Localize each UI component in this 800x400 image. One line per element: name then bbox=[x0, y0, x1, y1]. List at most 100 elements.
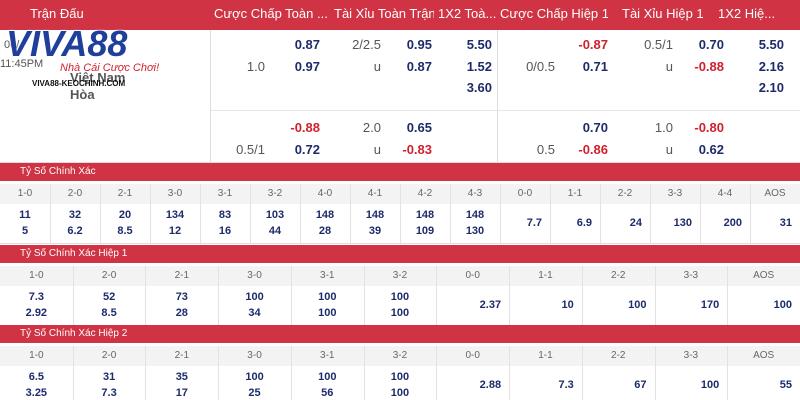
cell-divider bbox=[290, 346, 292, 400]
draw-odds: 100 bbox=[628, 299, 647, 311]
cell-divider bbox=[509, 266, 511, 325]
score-label: 1-1 bbox=[567, 188, 583, 199]
odds-value: 0.87 bbox=[406, 59, 432, 74]
home-odds: 148 bbox=[315, 209, 335, 221]
odds-value: 0.70 bbox=[698, 37, 724, 52]
away-odds: 130 bbox=[465, 225, 485, 237]
odds-value: 5.50 bbox=[466, 37, 492, 52]
score-label: 4-1 bbox=[367, 188, 383, 199]
odds-value: 0.62 bbox=[698, 142, 724, 157]
cell-divider bbox=[750, 184, 751, 243]
home-odds: 35 bbox=[175, 371, 188, 383]
handicap-line: u bbox=[665, 59, 673, 74]
away-odds: 109 bbox=[415, 225, 435, 237]
draw-odds: 2.88 bbox=[479, 379, 502, 391]
score-label: 4-3 bbox=[467, 188, 483, 199]
odds-value: 0.87 bbox=[294, 37, 320, 52]
score-label: 4-2 bbox=[417, 188, 433, 199]
odds-value: 3.60 bbox=[466, 80, 492, 95]
draw-odds: 170 bbox=[700, 299, 720, 311]
odds-value: -0.80 bbox=[694, 120, 724, 135]
score-label: 3-2 bbox=[267, 188, 283, 199]
score-label: 3-1 bbox=[320, 270, 335, 281]
cell-divider bbox=[436, 266, 438, 325]
away-odds: 6.2 bbox=[67, 225, 83, 237]
away-odds: 8.5 bbox=[101, 307, 117, 319]
cell-divider bbox=[700, 184, 701, 243]
logo-brand: VIVA88 bbox=[6, 23, 128, 64]
match-date: 06/ bbox=[4, 39, 20, 51]
cell-divider bbox=[600, 184, 601, 243]
handicap-line: 2.0 bbox=[362, 120, 381, 135]
handicap-line: 0.5/1 bbox=[644, 37, 673, 52]
logo-slogan: Nhà Cái Cược Chơi! bbox=[60, 62, 160, 74]
home-odds: 100 bbox=[390, 291, 410, 303]
home-odds: 100 bbox=[245, 291, 264, 303]
home-odds: 7.3 bbox=[28, 291, 44, 303]
home-odds: 100 bbox=[390, 371, 410, 383]
cell-divider bbox=[509, 346, 511, 400]
draw-odds: 31 bbox=[779, 217, 792, 229]
score-label: 2-1 bbox=[174, 270, 190, 281]
score-label: 3-3 bbox=[667, 188, 683, 199]
cell-divider bbox=[350, 184, 351, 243]
value-row bbox=[0, 367, 800, 400]
away-odds: 12 bbox=[168, 225, 182, 237]
odds-value: 0.95 bbox=[406, 37, 432, 52]
score-header-row bbox=[0, 346, 800, 366]
odds-value: 2.10 bbox=[758, 80, 784, 95]
score-label: 3-1 bbox=[320, 350, 335, 361]
away-odds: 44 bbox=[268, 225, 282, 237]
home-odds: 11 bbox=[19, 209, 31, 221]
away-odds: 3.25 bbox=[25, 387, 48, 399]
odds-value: -0.88 bbox=[290, 120, 320, 135]
odds-value: 2.16 bbox=[758, 59, 784, 74]
away-odds: 17 bbox=[175, 387, 188, 399]
draw-label: Hòa bbox=[70, 87, 95, 102]
cell-divider bbox=[200, 184, 201, 243]
score-label: 3-0 bbox=[247, 350, 262, 361]
score-label: 1-0 bbox=[29, 350, 44, 361]
away-odds: 25 bbox=[248, 387, 261, 399]
column-header: Tài Xỉu Toàn Trận bbox=[334, 6, 434, 21]
handicap-line: u bbox=[665, 142, 673, 157]
cell-divider bbox=[500, 184, 501, 243]
divider bbox=[210, 110, 800, 111]
draw-odds: 2.37 bbox=[479, 299, 502, 311]
score-label: 2-1 bbox=[174, 350, 190, 361]
score-label: 3-2 bbox=[392, 350, 408, 361]
match-time: 11:45PM bbox=[0, 58, 44, 70]
section-title: Tỷ Số Chính Xác bbox=[20, 166, 96, 177]
score-label: 0-0 bbox=[465, 350, 480, 361]
home-odds: 148 bbox=[415, 209, 435, 221]
score-label: 0-0 bbox=[465, 270, 480, 281]
away-odds: 100 bbox=[318, 307, 337, 319]
draw-odds: 24 bbox=[629, 217, 642, 229]
home-odds: 148 bbox=[365, 209, 385, 221]
odds-value: 0.97 bbox=[294, 59, 320, 74]
cell-divider bbox=[650, 184, 651, 243]
away-odds: 16 bbox=[218, 225, 232, 237]
logo-site: VIVA88-KEOCHINH.COM bbox=[32, 79, 126, 88]
score-label: 4-0 bbox=[317, 188, 333, 199]
section-band bbox=[0, 163, 800, 181]
cell-divider bbox=[581, 266, 583, 325]
team-name: Việt Nam bbox=[70, 70, 126, 85]
handicap-line: 2/2.5 bbox=[352, 37, 381, 52]
column-header: Cược Chấp Toàn ... bbox=[214, 6, 328, 21]
draw-odds: 67 bbox=[634, 379, 647, 391]
odds-value: -0.86 bbox=[578, 142, 608, 157]
score-label: AOS bbox=[753, 350, 775, 361]
cell-divider bbox=[50, 184, 51, 243]
cell-divider bbox=[218, 266, 220, 325]
cell-divider bbox=[290, 266, 292, 325]
divider bbox=[497, 30, 498, 162]
home-odds: 31 bbox=[102, 371, 116, 383]
score-label: 3-3 bbox=[683, 350, 699, 361]
score-label: 3-2 bbox=[392, 270, 408, 281]
odds-value: 0.72 bbox=[294, 142, 320, 157]
score-label: 3-1 bbox=[217, 188, 233, 199]
away-odds: 8.5 bbox=[117, 225, 133, 237]
home-odds: 100 bbox=[245, 371, 264, 383]
